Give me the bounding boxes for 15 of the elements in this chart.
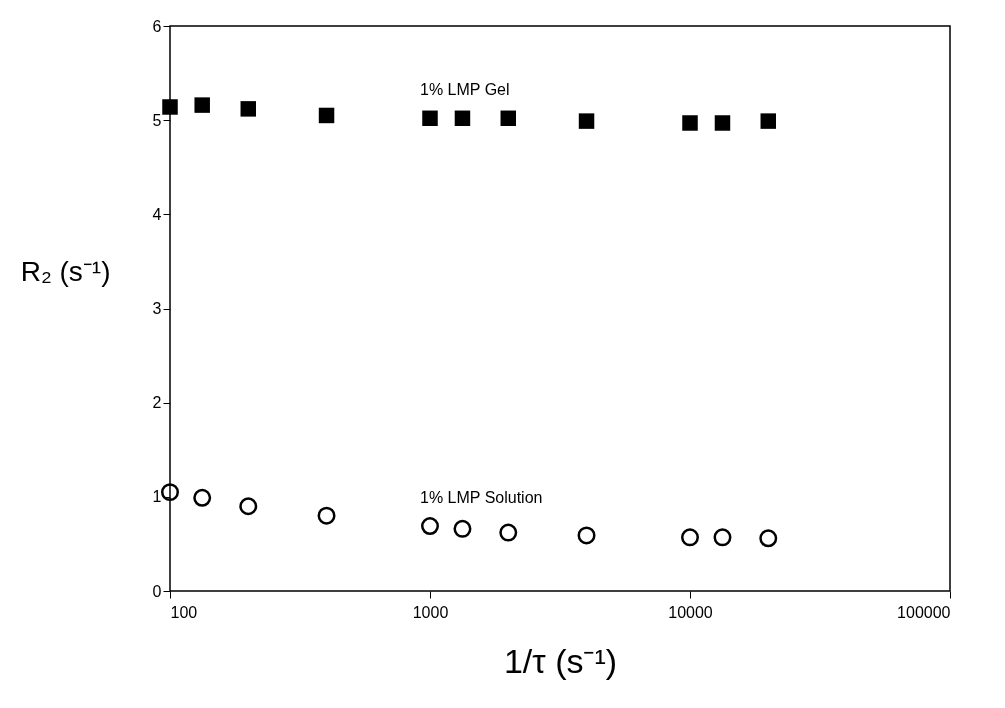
y-tick-label: 5 [152, 111, 162, 129]
y-tick-label: 2 [152, 394, 162, 412]
x-tick-label: 1000 [412, 603, 449, 621]
y-tick-label: 0 [152, 582, 162, 600]
series-label: 1% LMP Gel [420, 81, 510, 99]
y-tick-label: 6 [152, 17, 162, 35]
y-tick-label: 1 [152, 488, 162, 506]
x-tick-label: 10000 [668, 603, 713, 621]
y-tick-label: 3 [152, 300, 162, 317]
x-tick-label: 100000 [897, 603, 951, 621]
x-tick-label: 100 [170, 603, 198, 621]
y-tick-label: 4 [152, 205, 162, 223]
x-axis-title: 1/τ (s⁻¹) [503, 641, 618, 680]
y-axis-title: R₂ (s⁻¹) [20, 255, 111, 287]
series-label: 1% LMP Solution [420, 489, 543, 507]
